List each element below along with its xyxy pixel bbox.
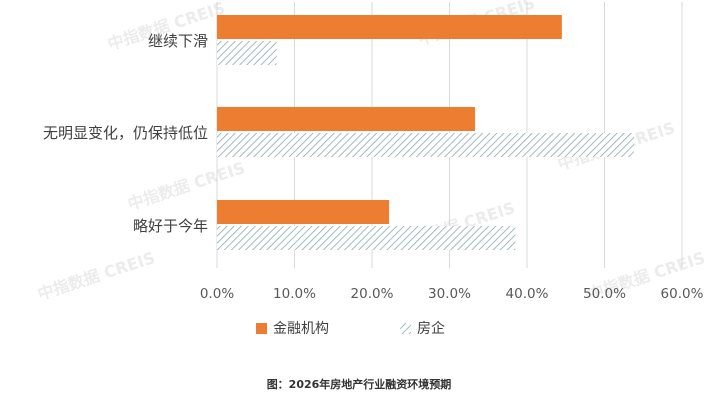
x-axis-tick-labels: 0.0% 10.0% 20.0% 30.0% 40.0% 50.0% 60.0% (200, 286, 704, 302)
legend-label: 金融机构 (273, 321, 329, 337)
bar-financial-institutions (217, 107, 476, 131)
legend-swatch-financial (256, 323, 267, 334)
x-tick-label: 40.0% (506, 286, 549, 302)
watermark-text: 中指数据 CREIS (35, 248, 157, 304)
x-tick-label: 60.0% (661, 286, 704, 302)
x-tick-label: 20.0% (351, 286, 394, 302)
bars (217, 15, 634, 250)
legend-label: 房企 (417, 320, 445, 337)
category-label: 无明显变化，仍保持低位 (43, 124, 208, 142)
x-tick-label: 50.0% (583, 286, 626, 302)
legend-swatch-developers (400, 323, 411, 334)
category-label: 继续下滑 (148, 32, 208, 50)
chart-caption: 图：2026年房地产行业融资环境预期 (267, 377, 452, 391)
bar-financial-institutions (217, 15, 562, 39)
bar-developers (217, 41, 277, 65)
x-tick-label: 10.0% (273, 286, 316, 302)
bar-developers (217, 226, 516, 250)
category-label: 略好于今年 (133, 217, 208, 235)
x-tick-label: 30.0% (428, 286, 471, 302)
bar-developers (217, 133, 634, 157)
legend: 金融机构 房企 (256, 320, 445, 337)
bar-financial-institutions (217, 200, 390, 224)
x-tick-label: 0.0% (200, 286, 234, 302)
